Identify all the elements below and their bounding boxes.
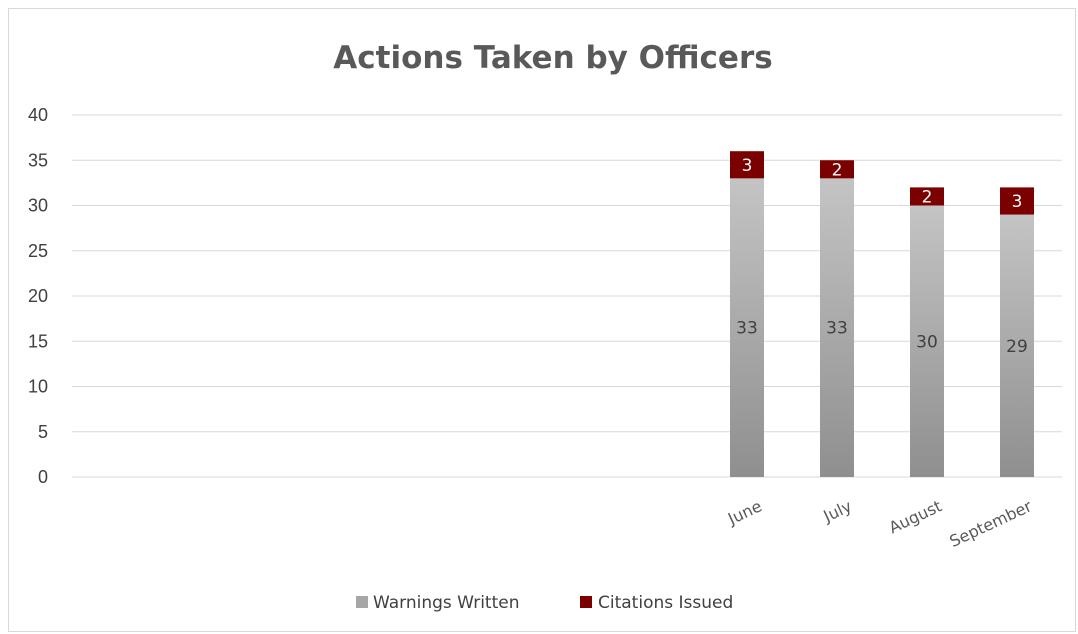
data-label-warnings: 29 [1006,337,1028,357]
bar-warnings [820,178,854,477]
legend-label-citations: Citations Issued [598,593,733,613]
bar-citations [820,160,854,179]
y-tick-label: 15 [28,331,48,351]
legend-label-warnings: Warnings Written [373,593,519,613]
y-tick-label: 20 [28,286,48,306]
data-label-citations: 2 [832,160,843,180]
data-label-citations: 3 [1012,192,1023,212]
chart-frame [8,8,1076,632]
y-tick-label: 30 [28,196,48,216]
bar-citations [730,151,764,179]
y-axis: 0 5 10 15 20 25 30 35 40 [28,105,48,487]
bar-warnings [730,178,764,477]
x-tick-label: August [886,496,945,537]
bar-citations [910,187,944,206]
y-tick-label: 0 [38,467,48,487]
bar-warnings [910,205,944,477]
data-label-citations: 2 [922,187,933,207]
legend: Warnings Written Citations Issued [356,593,733,613]
x-tick-label: July [820,496,855,526]
legend-swatch-warnings [356,596,368,608]
x-tick-label: June [724,496,765,528]
y-tick-label: 5 [38,422,48,442]
legend-swatch-citations [580,596,592,608]
data-label-warnings: 33 [826,319,848,339]
data-label-warnings: 33 [736,319,758,339]
gridlines [72,114,1062,478]
y-tick-label: 35 [28,150,48,170]
bar-warnings [1000,214,1034,478]
y-tick-label: 10 [28,377,48,397]
data-label-citations: 3 [742,156,753,176]
y-tick-label: 40 [28,105,48,125]
chart-title: Actions Taken by Officers [333,40,772,76]
x-tick-label: September [947,496,1036,551]
data-label-warnings: 30 [916,332,938,352]
bar-citations [1000,187,1034,215]
x-axis: June July August September [724,496,1035,551]
y-tick-label: 25 [28,241,48,261]
